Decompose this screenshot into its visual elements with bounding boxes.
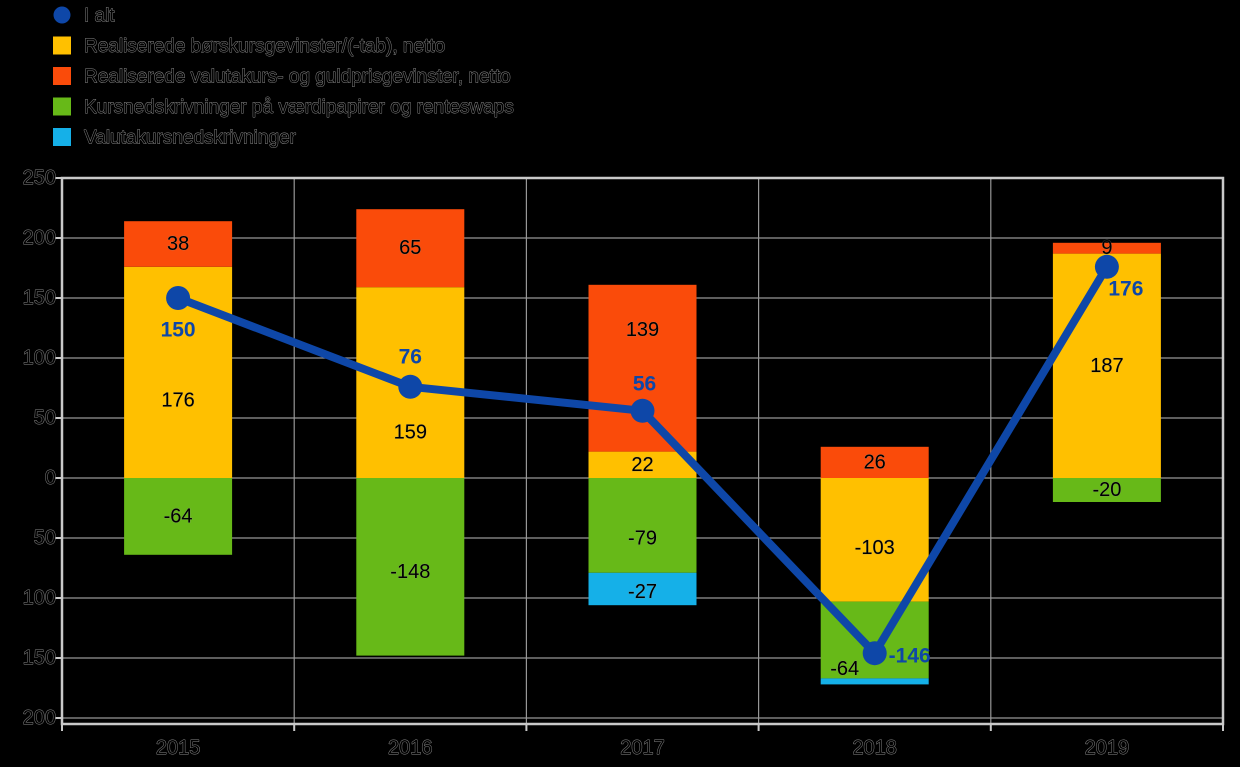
bar-label-borskursgevinster-2015: 176 xyxy=(161,389,194,411)
line-label-2017: 56 xyxy=(633,372,656,395)
x-tick-label-2016: 2016 xyxy=(388,737,433,759)
bar-label-valutakurs-guldpris-2016: 65 xyxy=(399,237,421,259)
line-label-2018: -146 xyxy=(889,645,931,668)
line-marker-2018 xyxy=(862,641,887,666)
line-marker-2016 xyxy=(398,374,423,399)
legend-item-borskursgevinster: Realiserede børskursgevinster/(-tab), ne… xyxy=(53,36,446,57)
line-label-2016: 76 xyxy=(399,345,422,368)
bar-segment-kursnedskrivninger-2019 xyxy=(1052,478,1161,502)
line-marker-2015 xyxy=(166,286,191,310)
chart-legend: I alt Realiserede børskursgevinster/(-tab… xyxy=(53,5,514,149)
legend-marker-borskursgevinster xyxy=(53,36,71,55)
legend-label-i-alt: I alt xyxy=(84,6,115,27)
bar-segment-valutakurs-guldpris-2015 xyxy=(124,221,233,267)
bar-label-borskursgevinster-2018: -103 xyxy=(855,537,895,559)
bar-segment-valutakurs-guldpris-2017 xyxy=(588,284,697,452)
legend-item-i-alt: I alt xyxy=(53,5,116,27)
bar-segment-valutakurs-guldpris-2018 xyxy=(820,446,929,478)
y-tick-label-50: 50 xyxy=(34,407,56,429)
y-tick-label-50-neg: 50 xyxy=(34,527,56,549)
line-label-2019: 176 xyxy=(1108,277,1143,300)
legend-item-kursnedskrivninger: Kursnedskrivninger på værdipapirer og re… xyxy=(53,97,514,118)
x-tick-label-2019: 2019 xyxy=(1085,737,1130,759)
bar-label-valutakurs-guldpris-2017: 139 xyxy=(626,319,659,341)
y-tick-label-150: 150 xyxy=(23,287,56,309)
line-marker-2019 xyxy=(1094,254,1119,279)
legend-item-valutakurs-guldpris: Realiserede valutakurs- og guldprisgevin… xyxy=(53,66,511,88)
bar-segment-valutakursnedskrivninger-2018 xyxy=(820,678,929,685)
bar-segment-kursnedskrivninger-2017 xyxy=(588,478,697,573)
bar-label-kursnedskrivninger-2017: -79 xyxy=(628,527,657,549)
bar-label-valutakursnedskrivninger-2017: -27 xyxy=(628,581,657,603)
y-tick-label-0: 0 xyxy=(45,467,56,489)
bar-segment-kursnedskrivninger-2016 xyxy=(356,478,465,656)
bar-segment-borskursgevinster-2017 xyxy=(588,451,697,478)
legend-marker-valutakursnedskrivninger xyxy=(53,128,71,146)
x-tick-label-2015: 2015 xyxy=(156,737,201,759)
x-tick-label-2017: 2017 xyxy=(620,737,665,759)
y-tick-label-200-neg: 200 xyxy=(23,707,56,729)
legend-label-valutakurs-guldpris: Realiserede valutakurs- og guldprisgevin… xyxy=(84,67,511,88)
legend-item-valutakursnedskrivninger: Valutakursnedskrivninger xyxy=(53,127,297,149)
bar-segment-kursnedskrivninger-2015 xyxy=(124,478,233,555)
line-labels: 150 76 56 -146 176 xyxy=(161,277,1144,667)
plot-frame xyxy=(60,176,1225,726)
bar-label-kursnedskrivninger-2015: -64 xyxy=(164,505,193,527)
bar-label-kursnedskrivninger-2016: -148 xyxy=(390,561,430,583)
line-markers xyxy=(166,254,1119,666)
legend-marker-valutakurs-guldpris xyxy=(53,67,71,85)
bar-label-borskursgevinster-2017: 22 xyxy=(631,454,653,476)
bar-label-kursnedskrivninger-2019: -20 xyxy=(1092,479,1121,501)
bar-labels: 176 38 -64 159 65 -148 22 139 -79 -27 -103 26 -64 187… xyxy=(161,233,1124,681)
y-tick-label-100: 100 xyxy=(23,347,56,369)
bar-label-borskursgevinster-2016: 159 xyxy=(394,422,427,444)
bar-segment-borskursgevinster-2019 xyxy=(1052,253,1161,478)
line-marker-2017 xyxy=(630,398,655,423)
bar-label-borskursgevinster-2019: 187 xyxy=(1090,355,1123,377)
legend-label-valutakursnedskrivninger: Valutakursnedskrivninger xyxy=(84,128,297,149)
legend-marker-i-alt xyxy=(53,6,71,24)
legend-marker-kursnedskrivninger xyxy=(53,97,71,116)
bar-label-valutakurs-guldpris-2018: 26 xyxy=(864,451,886,473)
line-label-2015: 150 xyxy=(161,319,196,342)
legend-label-kursnedskrivninger: Kursnedskrivninger på værdipapirer og re… xyxy=(84,97,514,118)
bar-segment-valutakurs-guldpris-2019 xyxy=(1052,242,1161,254)
y-tick-label-100-neg: 100 xyxy=(23,587,56,609)
bar-label-valutakurs-guldpris-2019: 9 xyxy=(1101,237,1112,259)
legend-label-borskursgevinster: Realiserede børskursgevinster/(-tab), ne… xyxy=(84,36,445,57)
bar-series xyxy=(124,209,1161,685)
x-tick-label-2018: 2018 xyxy=(852,737,897,759)
bar-segment-valutakursnedskrivninger-2017 xyxy=(588,572,697,606)
bar-label-kursnedskrivninger-2018: -64 xyxy=(830,658,859,680)
bar-segment-borskursgevinster-2018 xyxy=(820,478,929,602)
bar-label-valutakurs-guldpris-2015: 38 xyxy=(167,233,189,255)
y-tick-label-250: 250 xyxy=(23,167,56,189)
axis-ticks xyxy=(55,177,1224,731)
y-tick-label-150-neg: 150 xyxy=(23,647,56,669)
y-tick-label-200: 200 xyxy=(23,227,56,249)
bar-segment-valutakurs-guldpris-2016 xyxy=(356,209,465,288)
